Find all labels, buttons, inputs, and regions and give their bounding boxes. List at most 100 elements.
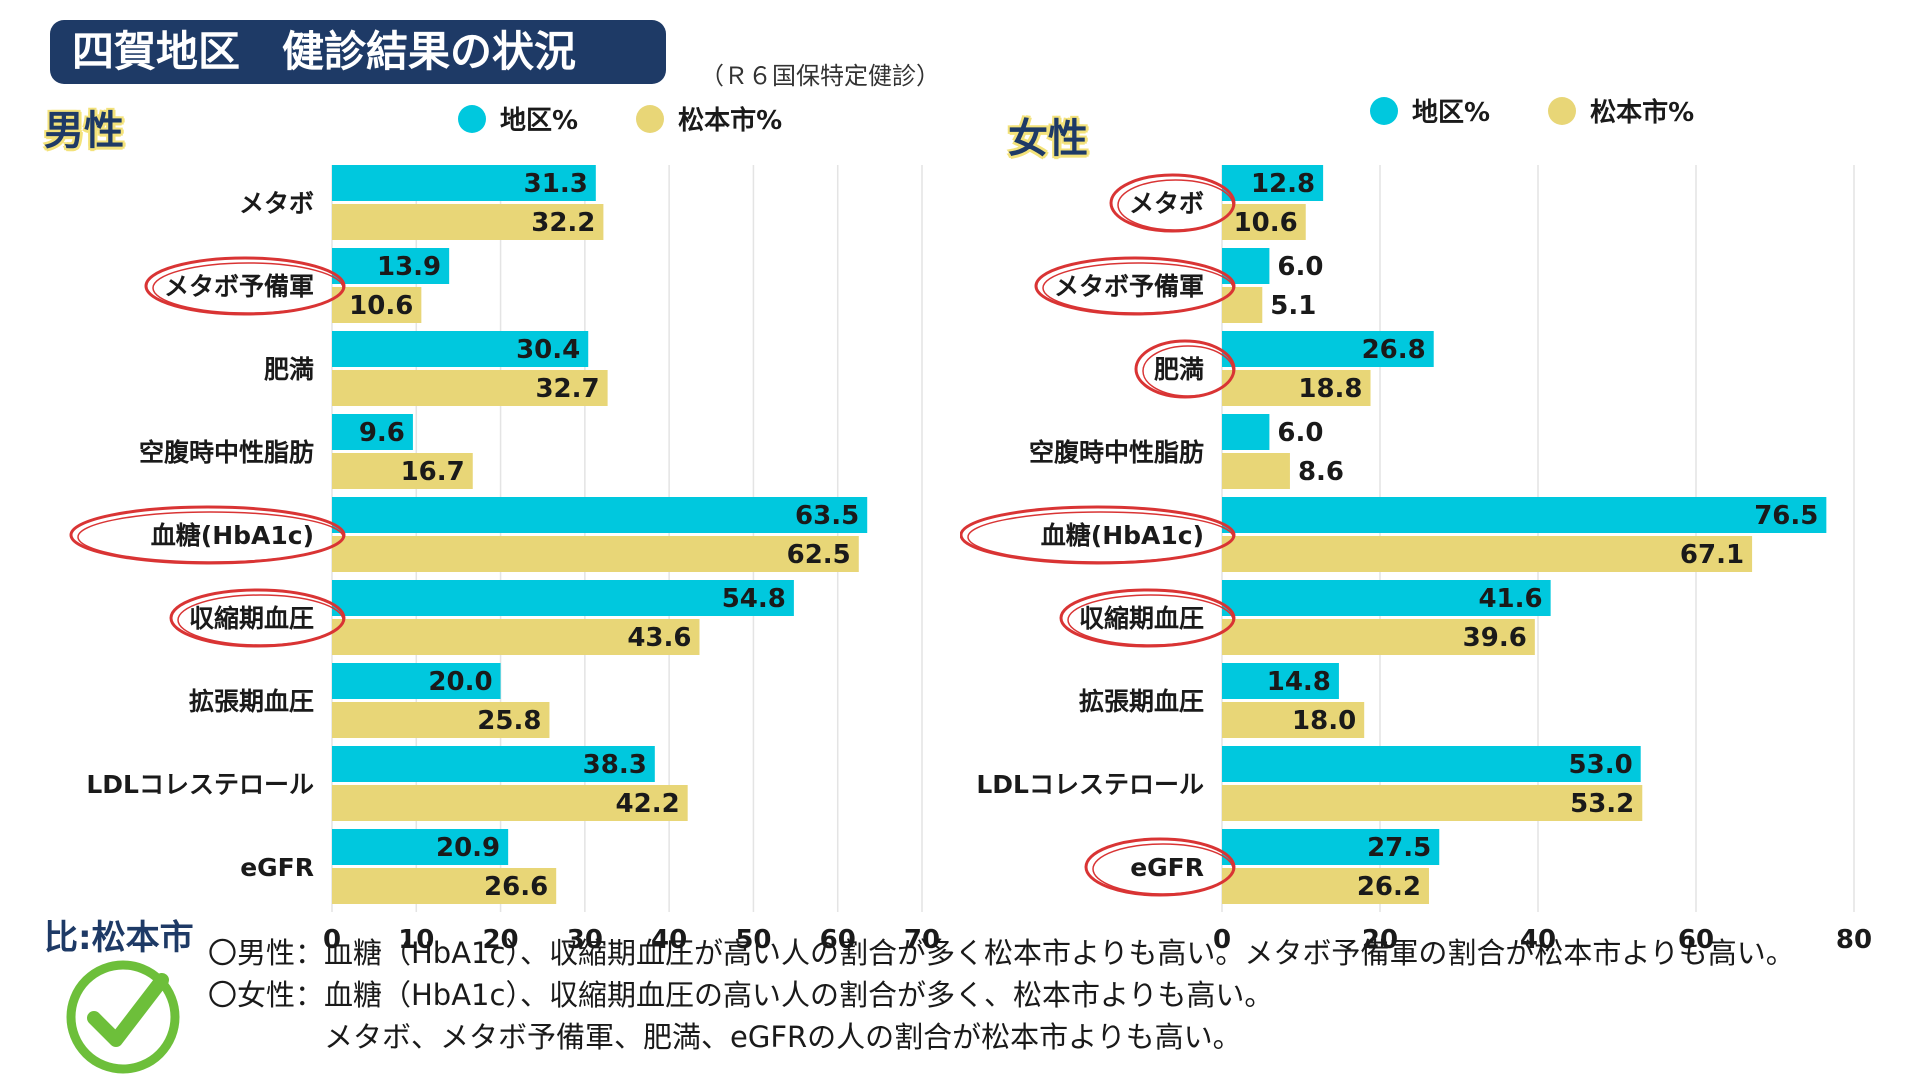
bar-city (1222, 370, 1371, 406)
data-label: 31.3 (524, 169, 588, 199)
highlight-circle (1109, 173, 1236, 233)
x-tick-label: 40 (651, 925, 687, 950)
highlight-circle-stroke (1117, 179, 1234, 231)
legend-label: 松本市% (1590, 98, 1695, 128)
category-label: LDLコレステロール (976, 770, 1204, 799)
legend-label: 地区% (500, 106, 579, 136)
bar-city (332, 785, 688, 821)
category-label: eGFR (1130, 853, 1204, 882)
data-label: 13.9 (377, 252, 441, 282)
highlight-circle (1034, 256, 1236, 316)
bar-district (1222, 746, 1641, 782)
data-label: 42.2 (616, 789, 680, 819)
x-tick-label: 60 (1678, 925, 1714, 950)
bar-city (332, 287, 422, 323)
data-label: 16.7 (401, 457, 465, 487)
highlight-circle (144, 256, 346, 316)
category-label: 肥満 (1154, 355, 1204, 384)
category-label: 拡張期血圧 (189, 687, 314, 716)
bar-district (332, 331, 589, 367)
bar-city (1222, 287, 1263, 323)
data-label: 20.0 (428, 667, 492, 697)
highlight-circle-stroke (1067, 594, 1234, 646)
checkmark-icon (66, 960, 180, 1074)
category-label: LDLコレステロール (86, 770, 314, 799)
bar-city (1222, 204, 1306, 240)
highlight-circle-stroke (177, 594, 344, 646)
x-tick-label: 10 (398, 925, 434, 950)
category-label: 血糖(HbA1c) (151, 521, 314, 550)
female-bar-chart: 0 20 40 60 80 12.8 10.6 メタボ 6.0 5.1 メタボ予備軍 26.818.8… (960, 165, 1872, 950)
data-label: 8.6 (1298, 457, 1344, 487)
city-swatch-icon (636, 104, 665, 133)
bar-city (332, 536, 859, 572)
bar-district (1222, 331, 1434, 367)
summary-notes: 〇男性：血糖（HbA1c）、収縮期血圧が高い人の割合が多く松本市よりも高い。メタ… (208, 932, 1795, 1058)
legend-item-district: 地区% (1370, 92, 1490, 129)
highlight-circle (1084, 837, 1236, 897)
x-tick-label: 80 (1836, 925, 1872, 950)
legend-item-city: 松本市% (636, 100, 782, 137)
bar-city (1222, 619, 1535, 655)
city-swatch-icon (1548, 96, 1577, 125)
legend-label: 地区% (1412, 98, 1491, 128)
highlight-circle-stroke (77, 511, 344, 563)
data-label: 39.6 (1463, 623, 1527, 653)
x-tick-label: 20 (482, 925, 518, 950)
data-label: 62.5 (787, 540, 851, 570)
bar-district (332, 580, 794, 616)
category-label: 収縮期血圧 (189, 604, 314, 633)
x-tick-label: 70 (904, 925, 940, 950)
note-male: 〇男性：血糖（HbA1c）、収縮期血圧が高い人の割合が多く松本市よりも高い。メタ… (208, 936, 1795, 970)
bar-district (332, 829, 509, 865)
female-panel-label: 女性 (1008, 116, 1088, 162)
bar-district (332, 663, 501, 699)
x-tick-label: 0 (323, 925, 341, 950)
highlight-circle-stroke (1092, 843, 1234, 895)
bar-city (1222, 453, 1290, 489)
highlight-circle (1059, 588, 1236, 648)
note-female: 〇女性：血糖（HbA1c）、収縮期血圧の高い人の割合が多く、松本市よりも高い。 (208, 978, 1274, 1012)
data-label: 20.9 (436, 833, 500, 863)
bar-city (1222, 536, 1753, 572)
bar-district (332, 248, 450, 284)
data-label: 18.0 (1292, 706, 1356, 736)
category-label: メタボ予備軍 (1054, 272, 1204, 301)
bar-city (1222, 868, 1429, 904)
bar-district (332, 414, 413, 450)
highlight-circle-stroke (1042, 262, 1234, 314)
data-label: 63.5 (795, 501, 859, 531)
legend-item-district: 地区% (458, 100, 578, 137)
data-label: 6.0 (1277, 252, 1323, 282)
female-legend: 地区% 松本市% (1370, 92, 1752, 129)
bar-district (1222, 414, 1270, 450)
legend-item-city: 松本市% (1548, 92, 1694, 129)
bar-city (332, 619, 700, 655)
bar-district (1222, 497, 1827, 533)
data-label: 5.1 (1270, 291, 1316, 321)
bar-city (1222, 702, 1365, 738)
district-swatch-icon (1370, 96, 1398, 125)
bar-district (1222, 663, 1339, 699)
category-label: メタボ予備軍 (164, 272, 314, 301)
bar-district (1222, 829, 1440, 865)
male-panel-label: 男性 (44, 108, 124, 154)
comparison-label: 比:松本市 (44, 918, 194, 958)
data-label: 53.2 (1570, 789, 1634, 819)
data-label: 14.8 (1267, 667, 1331, 697)
category-label: 血糖(HbA1c) (1041, 521, 1204, 550)
highlight-circle (69, 505, 346, 565)
data-label: 6.0 (1277, 418, 1323, 448)
page-subtitle: （Ｒ６国保特定健診） (700, 62, 940, 90)
x-tick-label: 60 (820, 925, 856, 950)
data-label: 30.4 (516, 335, 580, 365)
data-label: 43.6 (627, 623, 691, 653)
category-label: 空腹時中性脂肪 (1029, 438, 1204, 467)
data-label: 10.6 (349, 291, 413, 321)
bar-district (1222, 580, 1551, 616)
page-title: 四賀地区 健診結果の状況 (50, 20, 666, 84)
district-swatch-icon (458, 104, 486, 133)
note-female-detail: メタボ、メタボ予備軍、肥満、eGFRの人の割合が松本市よりも高い。 (208, 1020, 1242, 1054)
data-label: 12.8 (1251, 169, 1315, 199)
highlight-circle-stroke (1142, 345, 1234, 397)
